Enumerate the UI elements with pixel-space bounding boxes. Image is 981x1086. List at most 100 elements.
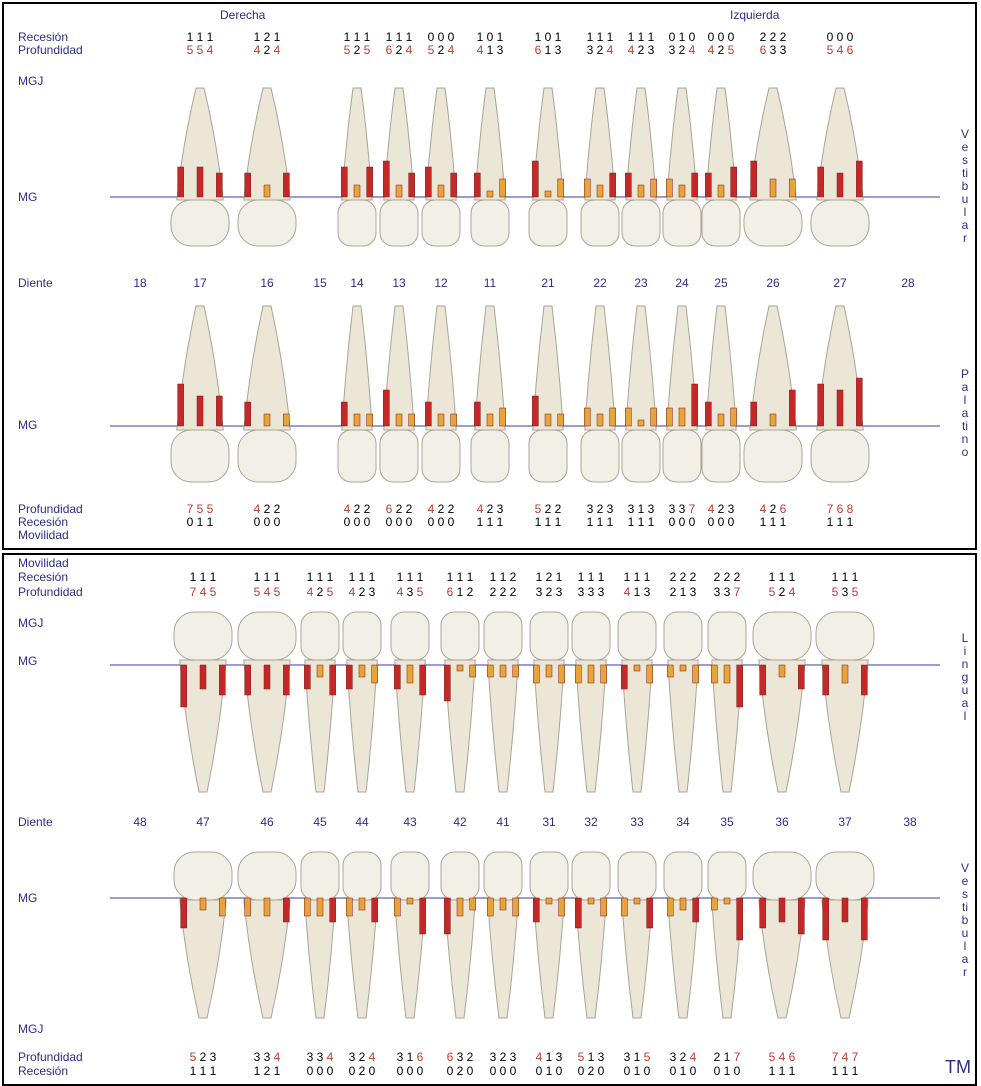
depth-bar xyxy=(558,897,565,917)
depth-bar xyxy=(717,413,725,427)
digit: 1 xyxy=(273,30,281,44)
depth-bar xyxy=(817,383,824,427)
tooth-root xyxy=(243,305,291,431)
tooth-number: 41 xyxy=(496,815,510,829)
digit: 0 xyxy=(326,1064,334,1078)
digit: 1 xyxy=(489,570,497,584)
digit: 3 xyxy=(306,1050,314,1064)
digit: 1 xyxy=(769,515,777,529)
tooth-number: 18 xyxy=(133,276,147,290)
tooth-number: 32 xyxy=(584,815,598,829)
tooth-crown xyxy=(529,611,569,661)
tooth-crown xyxy=(237,199,297,247)
tooth-number: 15 xyxy=(313,276,327,290)
digit: 5 xyxy=(826,43,834,57)
tooth-crown xyxy=(342,851,382,901)
digit: 0 xyxy=(577,1064,585,1078)
digit: 3 xyxy=(643,585,651,599)
tooth-crown xyxy=(528,199,568,247)
tooth-crown xyxy=(528,429,568,483)
digit: 2 xyxy=(456,1064,464,1078)
depth-bar xyxy=(584,178,591,198)
depth-bar xyxy=(625,407,632,427)
tooth-root xyxy=(667,899,699,1019)
depth-bar xyxy=(199,897,207,911)
digit: 1 xyxy=(253,570,261,584)
digit: 2 xyxy=(545,585,553,599)
digit: 0 xyxy=(253,515,261,529)
tooth-crown xyxy=(379,429,419,483)
row-label: Recesión xyxy=(18,515,69,529)
digit: 2 xyxy=(769,30,777,44)
depth-bar xyxy=(817,166,824,198)
digit: 1 xyxy=(647,515,655,529)
digit: 2 xyxy=(509,585,517,599)
digit: 1 xyxy=(446,570,454,584)
depth-bar xyxy=(798,664,805,690)
depth-bar xyxy=(244,401,251,427)
digit: 1 xyxy=(363,30,371,44)
digit: 1 xyxy=(606,515,614,529)
tooth-number: 17 xyxy=(193,276,207,290)
tooth-crown xyxy=(810,429,870,483)
tooth-root xyxy=(444,899,476,1019)
depth-bar xyxy=(705,172,712,198)
depth-bar xyxy=(730,166,737,198)
tooth-number: 35 xyxy=(720,815,734,829)
upper-panel xyxy=(2,2,977,550)
tooth-crown xyxy=(390,611,430,661)
digit: 2 xyxy=(353,43,361,57)
digit: 2 xyxy=(263,502,271,516)
digit: 1 xyxy=(456,585,464,599)
digit: 1 xyxy=(831,1064,839,1078)
row-label: Movilidad xyxy=(18,528,69,542)
tooth-crown xyxy=(617,851,657,901)
depth-bar xyxy=(666,178,673,198)
tooth-crown xyxy=(470,199,510,247)
digit: 1 xyxy=(597,570,605,584)
digit: 1 xyxy=(723,1064,731,1078)
depth-bar xyxy=(219,897,226,917)
digit: 0 xyxy=(509,1064,517,1078)
digit: 6 xyxy=(534,43,542,57)
digit: 4 xyxy=(368,1050,376,1064)
depth-bar xyxy=(177,166,184,198)
depth-bar xyxy=(469,664,476,678)
digit: 1 xyxy=(544,515,552,529)
digit: 1 xyxy=(368,570,376,584)
digit: 1 xyxy=(633,1050,641,1064)
depth-bar xyxy=(759,664,766,696)
depth-bar xyxy=(304,664,311,690)
depth-bar xyxy=(304,897,311,917)
row-label: MGJ xyxy=(18,616,44,630)
depth-bar xyxy=(621,664,628,690)
tooth-number: 38 xyxy=(903,815,917,829)
digit: 0 xyxy=(368,1064,376,1078)
tooth-root xyxy=(532,305,564,431)
digit: 3 xyxy=(669,1050,677,1064)
depth-bar xyxy=(736,897,743,941)
digit: 2 xyxy=(544,502,552,516)
depth-bar xyxy=(596,413,604,427)
digit: 1 xyxy=(496,515,504,529)
digit: 2 xyxy=(509,570,517,584)
depth-bar xyxy=(395,184,403,198)
depth-bar xyxy=(637,419,645,427)
digit: 1 xyxy=(679,585,687,599)
depth-bar xyxy=(341,401,348,427)
depth-bar xyxy=(600,664,607,684)
depth-bar xyxy=(841,664,849,684)
digit: 1 xyxy=(826,515,834,529)
digit: 3 xyxy=(456,1050,464,1064)
tooth-root xyxy=(346,659,378,793)
tooth-crown xyxy=(237,611,297,661)
tooth-crown xyxy=(300,851,340,901)
digit: 1 xyxy=(253,30,261,44)
digit: 1 xyxy=(586,30,594,44)
digit: 4 xyxy=(535,1050,543,1064)
depth-bar xyxy=(667,897,674,917)
digit: 3 xyxy=(841,585,849,599)
tooth-crown xyxy=(662,199,702,247)
depth-bar xyxy=(789,389,796,427)
digit: 2 xyxy=(759,30,767,44)
